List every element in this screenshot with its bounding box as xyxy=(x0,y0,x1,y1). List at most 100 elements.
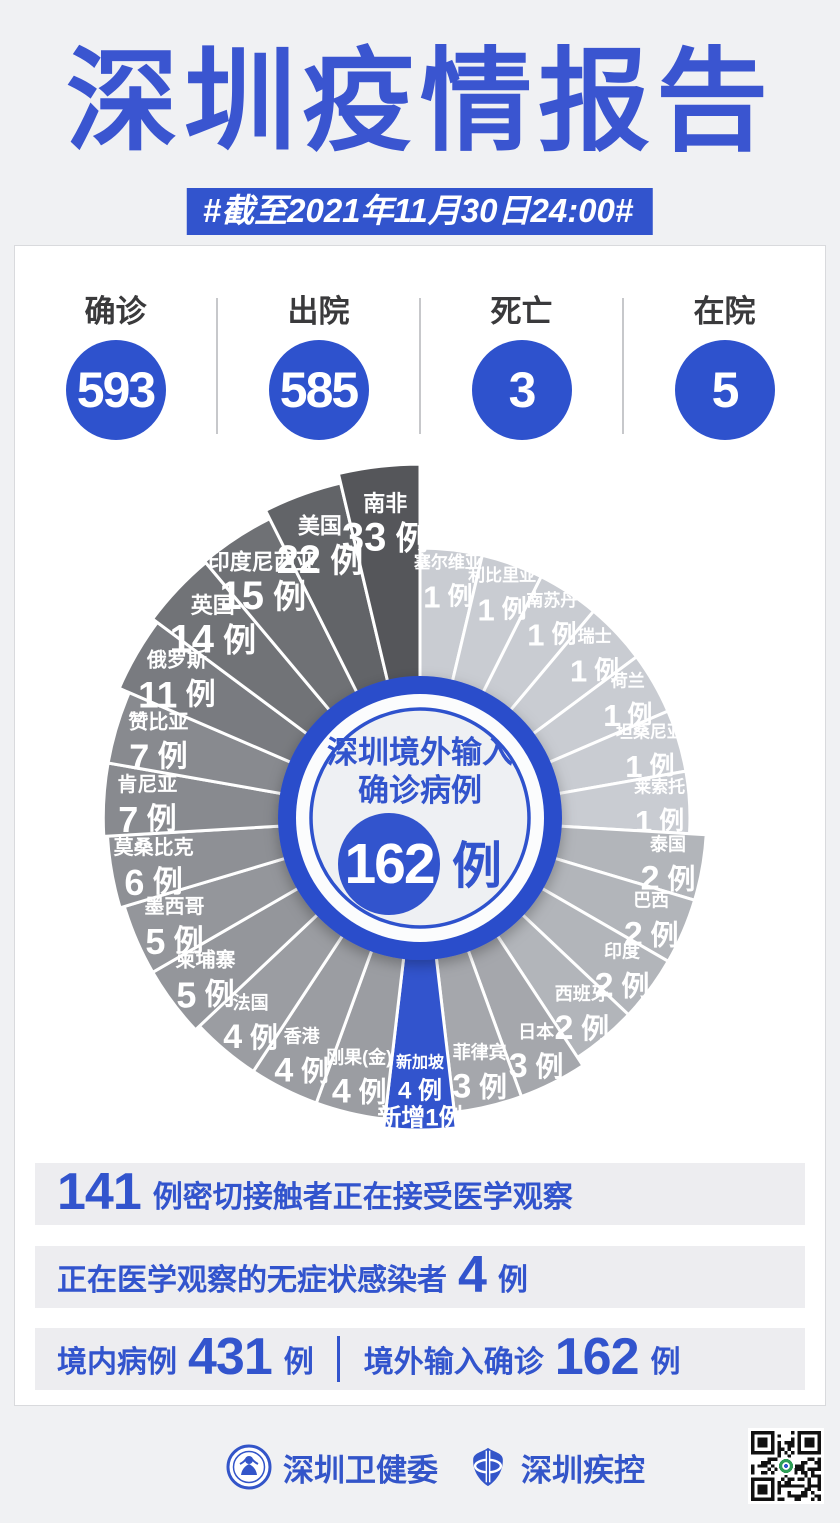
stat-divider xyxy=(622,298,624,434)
stat-text: 例密切接触者正在接受医学观察 xyxy=(152,1181,573,1214)
slice-value-俄罗斯: 11 例 xyxy=(138,674,215,715)
slice-value-印度: 2 例 xyxy=(595,966,650,1004)
slice-value-塞尔维亚: 1 例 xyxy=(423,579,472,614)
slice-label-新加坡: 新增1例 xyxy=(377,1104,462,1132)
slice-value-柬埔寨: 5 例 xyxy=(176,974,234,1015)
stat-deaths: 死亡 3 xyxy=(421,294,622,440)
stat-label: 出院 xyxy=(287,294,350,329)
slice-name-菲律宾: 菲律宾 xyxy=(453,1042,507,1063)
slice-value-英国: 14 例 xyxy=(169,618,256,662)
summary-stats: 确诊 593 出院 585 死亡 3 在院 5 xyxy=(15,294,825,440)
qr-code xyxy=(748,1428,824,1504)
slice-name-荷兰: 荷兰 xyxy=(611,671,645,691)
slice-value-莱索托: 1 例 xyxy=(635,804,684,839)
slice-name-巴西: 巴西 xyxy=(633,891,669,911)
slice-value-墨西哥: 5 例 xyxy=(145,920,203,961)
slice-value-利比里亚: 1 例 xyxy=(477,592,526,627)
health-commission-logo-icon xyxy=(226,1444,272,1490)
slice-value-法国: 4 例 xyxy=(223,1018,278,1056)
stat-label: 在院 xyxy=(693,294,756,329)
stat-number: 4 xyxy=(458,1246,487,1304)
stat-value-circle: 3 xyxy=(471,340,572,440)
qr-code-pattern xyxy=(751,1431,821,1501)
slice-name-赞比亚: 赞比亚 xyxy=(127,711,188,734)
slice-name-日本: 日本 xyxy=(518,1021,554,1042)
slice-name-香港: 香港 xyxy=(283,1027,321,1047)
slice-label-新加坡: 新加坡 xyxy=(396,1053,445,1072)
slice-name-柬埔寨: 柬埔寨 xyxy=(176,948,236,972)
stat-in-hospital: 在院 5 xyxy=(624,294,825,440)
slice-value-泰国: 2 例 xyxy=(641,860,696,898)
slice-value-日本: 3 例 xyxy=(509,1047,564,1085)
stat-text: 境外输入确诊 xyxy=(363,1346,544,1379)
stat-confirmed: 确诊 593 xyxy=(15,294,216,440)
slice-value-美国: 22 例 xyxy=(277,538,364,582)
slice-label-新加坡: 4 例 xyxy=(398,1078,442,1105)
slice-value-莫桑比克: 6 例 xyxy=(124,862,182,903)
stat-number: 431 xyxy=(188,1328,273,1386)
footer-label: 深圳疾控 xyxy=(521,1452,645,1488)
stat-discharged: 出院 585 xyxy=(218,294,419,440)
slice-name-莫桑比克: 莫桑比克 xyxy=(113,835,194,859)
info-row-asymptomatic: 正在医学观察的无症状感染者 4 例 xyxy=(35,1246,805,1308)
center-title-line1: 深圳境外输入 xyxy=(327,735,513,770)
slice-value-肯尼亚: 7 例 xyxy=(118,799,176,840)
stat-text: 正在医学观察的无症状感染者 xyxy=(57,1264,447,1297)
slice-value-印度尼西亚: 15 例 xyxy=(219,574,306,618)
stat-number: 162 xyxy=(554,1328,640,1386)
stat-value-circle: 585 xyxy=(268,340,369,440)
slice-value-菲律宾: 3 例 xyxy=(452,1068,507,1106)
info-row-close-contacts: 141 例密切接触者正在接受医学观察 xyxy=(35,1163,805,1225)
slice-name-泰国: 泰国 xyxy=(649,834,686,855)
slice-value-南非: 33 例 xyxy=(342,516,429,560)
slice-name-瑞士: 瑞士 xyxy=(578,626,612,646)
stat-label: 确诊 xyxy=(84,294,147,329)
stat-text: 例 xyxy=(497,1264,528,1297)
imported-cases-rose-chart: 深圳境外输入确诊病例162 例塞尔维亚1 例利比里亚1 例南苏丹1 例瑞士1 例荷… xyxy=(101,462,708,1132)
stat-text: 境内病例 xyxy=(57,1346,177,1379)
stat-text: 例 xyxy=(650,1346,681,1379)
stat-divider xyxy=(216,298,218,434)
slice-value-南苏丹: 1 例 xyxy=(527,617,576,652)
slice-name-刚果(金): 刚果(金) xyxy=(326,1047,392,1068)
slice-value-坦桑尼亚: 1 例 xyxy=(625,749,674,784)
rose-slice-新加坡 xyxy=(382,817,458,1132)
slice-name-南非: 南非 xyxy=(363,491,407,516)
slice-name-英国: 英国 xyxy=(191,593,235,618)
info-row-case-split: 境内病例 431 例 境外输入确诊 162 例 xyxy=(35,1328,805,1390)
center-total-value: 162 xyxy=(344,832,433,896)
slice-value-香港: 4 例 xyxy=(274,1052,329,1090)
cdc-logo-icon xyxy=(473,1447,503,1487)
rose-labels: 塞尔维亚1 例利比里亚1 例南苏丹1 例瑞士1 例荷兰1 例坦桑尼亚1 例莱索托… xyxy=(113,491,696,1131)
row-divider xyxy=(336,1336,340,1382)
stat-value-circle: 5 xyxy=(674,340,775,440)
footer-item-cdc: 深圳疾控 xyxy=(466,1444,645,1490)
stat-text: 例 xyxy=(283,1346,314,1379)
stat-number: 141 xyxy=(57,1163,142,1221)
slice-value-西班牙: 2 例 xyxy=(554,1009,609,1047)
slice-name-莱索托: 莱索托 xyxy=(634,777,685,797)
slice-value-巴西: 2 例 xyxy=(624,916,679,954)
footer-item-health-commission: 深圳卫健委 xyxy=(226,1444,438,1490)
slice-value-赞比亚: 7 例 xyxy=(129,736,187,777)
slice-name-印度尼西亚: 印度尼西亚 xyxy=(208,550,318,575)
slice-name-墨西哥: 墨西哥 xyxy=(145,895,205,918)
slice-name-西班牙: 西班牙 xyxy=(555,984,609,1004)
slice-name-利比里亚: 利比里亚 xyxy=(468,565,536,585)
slice-name-肯尼亚: 肯尼亚 xyxy=(117,773,177,796)
stat-value-circle: 593 xyxy=(65,340,166,440)
stat-divider xyxy=(419,298,421,434)
footer-label: 深圳卫健委 xyxy=(283,1452,438,1488)
center-title-line2: 确诊病例 xyxy=(358,773,482,808)
page-title: 深圳疫情报告 xyxy=(66,39,774,164)
report-card: 确诊 593 出院 585 死亡 3 在院 5 深圳境外输入 确诊病例 162 例 塞尔… xyxy=(14,245,826,1406)
slice-name-坦桑尼亚: 坦桑尼亚 xyxy=(616,723,684,742)
slice-value-刚果(金): 4 例 xyxy=(332,1073,387,1111)
slice-name-印度: 印度 xyxy=(604,940,641,961)
slice-name-南苏丹: 南苏丹 xyxy=(526,590,577,610)
center-total-unit: 例 xyxy=(452,838,502,894)
stat-label: 死亡 xyxy=(490,294,553,329)
slice-name-法国: 法国 xyxy=(233,992,269,1013)
